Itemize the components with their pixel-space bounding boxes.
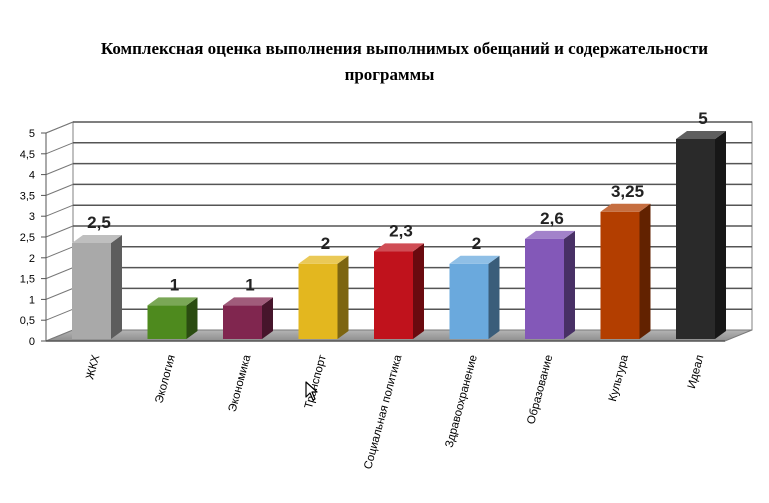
bar-front [147,305,187,339]
value-labels: 2,5 1 1 2 2,3 2 2,6 3,25 5 [87,109,708,294]
bar [298,255,349,339]
bar-top [525,230,575,239]
x-tick-label: Здравоохранение [444,354,480,449]
bar-side [715,131,726,339]
y-tick-label: 1,5 [20,274,35,286]
gridline-diagonal [45,308,74,321]
x-axis-labels: ЖКХ Экология Экономика Транспорт Социальная … [84,353,706,471]
bar-top [374,243,424,252]
chart-title: Комплексная оценка выполнения выполнимых… [0,36,769,88]
bar [525,230,575,339]
y-tick-label: 2,5 [20,232,35,244]
bar-side [413,243,424,339]
x-tick-label: Культура [607,353,631,403]
x-tick-label: Социальная политика [362,353,404,471]
gridline-diagonal [45,183,74,196]
bar-side [186,297,198,339]
bar [72,235,122,339]
bar-side [488,255,500,339]
x-tick-label: Экология [153,354,177,405]
gridline-diagonal [45,163,74,176]
bar-side [639,203,651,339]
bar-top [449,255,500,264]
bar-front [525,238,564,339]
bar [374,243,424,339]
gridline-diagonal [45,287,74,300]
y-tick-label: 2 [29,253,35,265]
bar-top [223,297,273,306]
y-tick-label: 4,5 [20,149,35,161]
bar [147,297,198,339]
bar [600,203,651,339]
y-tick-label: 0 [29,336,35,348]
bar-top [72,235,122,243]
bar-side [111,235,122,339]
y-tick-label: 3,5 [20,190,35,202]
bar-top [298,255,349,264]
bar-top [600,203,651,212]
bar-side [262,297,273,339]
value-label: 1 [170,275,179,294]
bar-front [72,243,111,339]
bar-front [600,211,640,339]
y-tick-label: 1 [29,294,35,306]
bar-front [449,263,489,339]
y-axis: 0 0,5 1 1,5 2 2,5 3 3,5 4 4,5 5 [20,128,47,348]
y-tick-label: 3 [29,211,35,223]
bar-top [147,297,198,306]
bar-side [564,230,575,339]
bar-front [223,305,262,339]
bar-front [374,251,413,339]
value-label: 2 [321,234,330,253]
bar-top [676,131,726,139]
gridline-diagonal [45,142,74,155]
bar [223,297,273,339]
gridline-diagonal [45,225,74,238]
x-tick-label: Экономика [227,353,254,413]
bar [676,131,726,339]
bar-side [337,255,349,339]
bar-front [298,263,338,339]
value-label: 1 [245,275,254,294]
x-tick-label: ЖКХ [84,353,102,381]
y-tick-label: 5 [29,128,35,140]
gridline-diagonal [45,121,74,134]
bar [449,255,500,339]
bar-front [676,139,715,339]
value-label: 2,6 [540,209,564,228]
value-label: 2,5 [87,213,111,232]
value-label: 2 [472,234,481,253]
x-tick-label: Образование [525,354,555,426]
y-tick-label: 0,5 [20,315,35,327]
x-tick-label: Идеал [686,354,707,390]
chart-title-line-2: программы [344,65,435,84]
gridline-diagonal [45,204,74,217]
value-label: 5 [698,109,707,128]
mouse-cursor-icon [305,381,318,401]
value-label: 3,25 [611,182,644,201]
gridline-diagonal [45,267,74,280]
bars [72,131,726,339]
value-label: 2,3 [389,221,413,240]
chart-title-line-1: Комплексная оценка выполнения выполнимых… [100,39,709,58]
y-tick-label: 4 [29,170,35,182]
gridline-diagonal [45,246,74,259]
